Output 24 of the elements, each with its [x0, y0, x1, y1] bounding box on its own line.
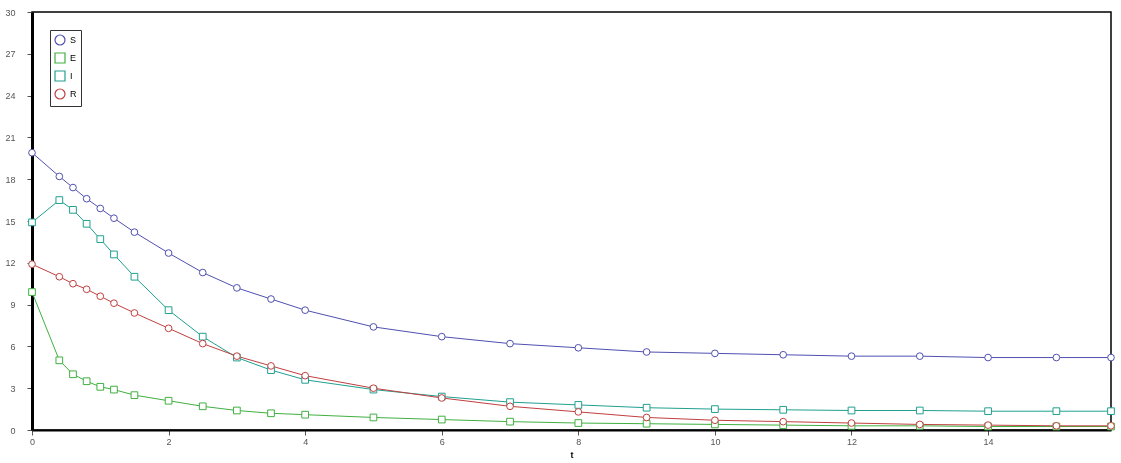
x-tick-label: 0: [29, 436, 36, 447]
x-axis-title: t: [570, 449, 574, 460]
x-tick-label: 8: [576, 436, 582, 447]
y-tick-label: 0: [10, 425, 16, 436]
y-tick-label: 9: [10, 300, 16, 311]
x-tick-label: 12: [846, 436, 857, 447]
x-tick-label: 6: [439, 436, 445, 447]
y-tick-label: 21: [5, 132, 16, 143]
y-tick-label: 24: [5, 91, 16, 102]
y-tick-label: 27: [5, 49, 16, 60]
legend-label: E: [70, 53, 77, 63]
legend-label: S: [70, 35, 77, 45]
y-tick-label: 12: [5, 258, 16, 269]
y-tick-label: 30: [5, 7, 16, 18]
y-tick-label: 3: [10, 383, 16, 394]
x-tick-label: 14: [983, 436, 994, 447]
y-tick-label: 6: [10, 341, 16, 352]
x-tick-label: 4: [303, 436, 309, 447]
y-tick-label: 15: [5, 216, 16, 227]
x-tick-label: 2: [166, 436, 172, 447]
legend-label: R: [70, 89, 77, 99]
legend-label: I: [70, 71, 73, 81]
x-tick-label: 10: [710, 436, 721, 447]
y-tick-label: 18: [5, 174, 16, 185]
